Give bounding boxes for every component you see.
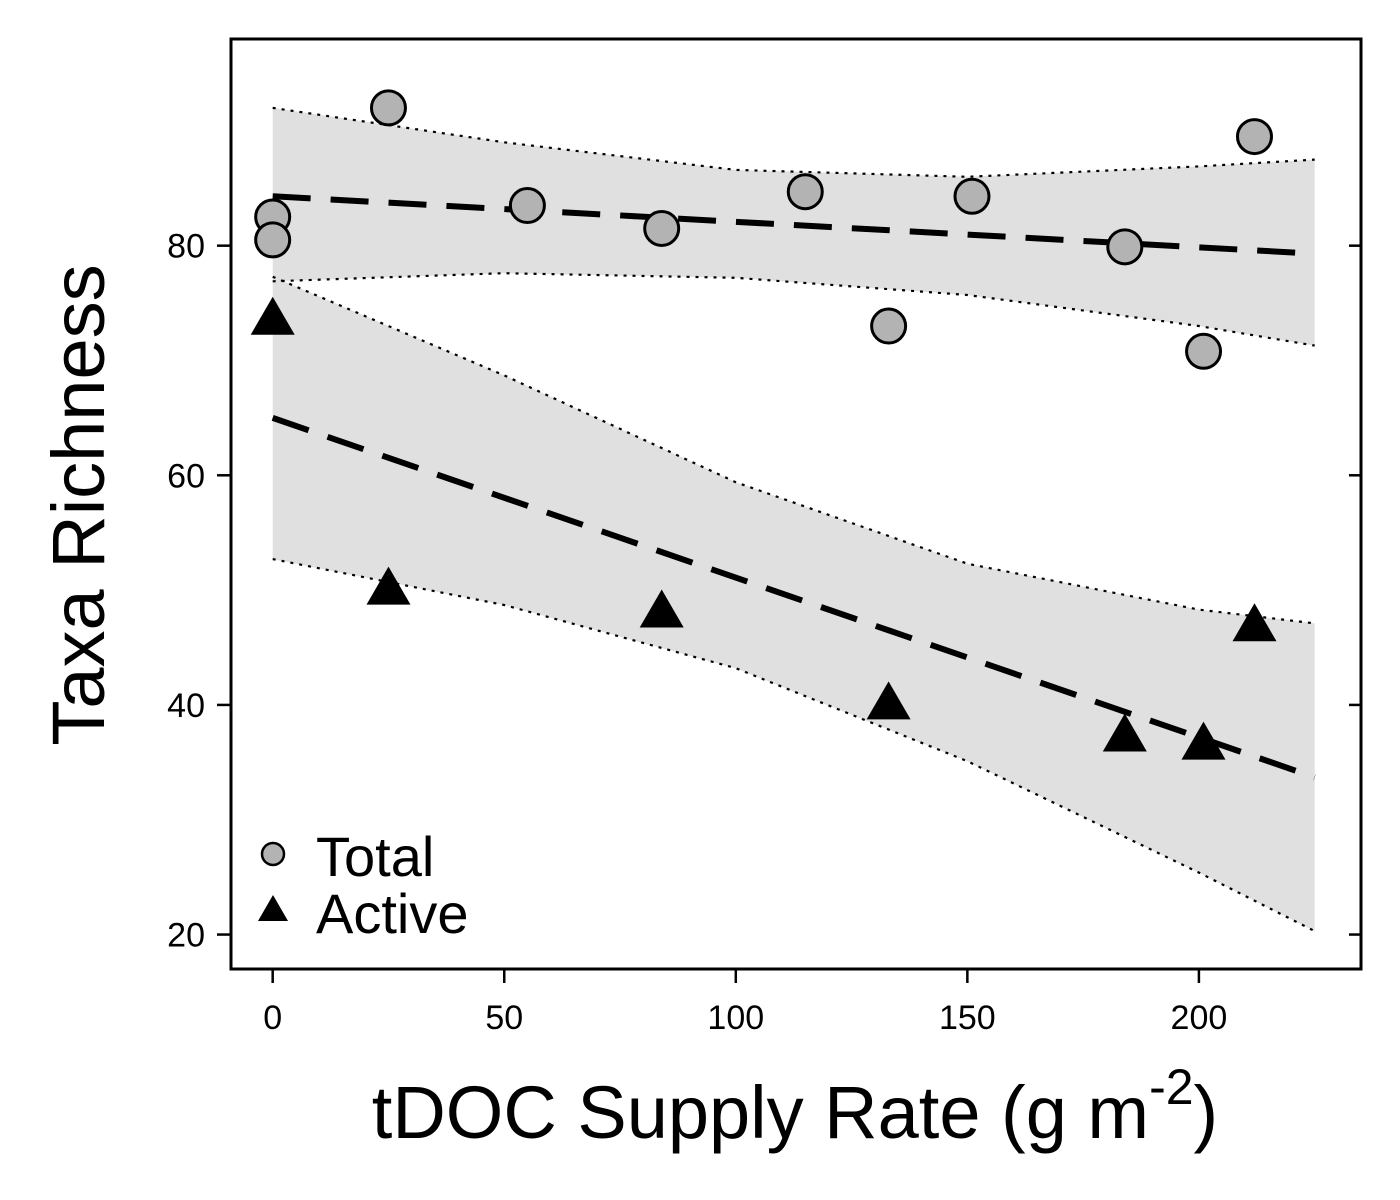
active-point [866,681,911,720]
total-point [254,221,292,259]
total-point [508,186,546,224]
legend-total-label: Total [316,825,434,888]
y-tick-label: 40 [167,687,205,725]
legend-active-marker [258,895,288,921]
total-confidence-band [272,107,1315,346]
confidence-bound-lines [272,106,1316,933]
x-axis-title-superscript: -2 [1149,1059,1193,1115]
x-tick-label: 200 [1171,999,1228,1037]
active-upper-bound [272,275,1315,625]
y-tick-label: 20 [167,917,205,955]
x-axis-title-close: ) [1194,1071,1219,1154]
legend-active-label: Active [316,882,469,945]
legend: Total Active [258,825,469,945]
total-point [369,89,407,127]
total-point [786,173,824,211]
x-tick-label: 50 [485,999,523,1037]
y-axis: 20 40 60 80 [167,228,1361,955]
total-point [643,209,681,247]
confidence-bands [272,107,1315,932]
active-point [250,296,295,335]
y-tick-label: 60 [167,457,205,495]
plot-frame [229,37,1363,971]
x-axis-title: tDOC Supply Rate (g m-2) [372,1059,1218,1154]
active-point [1102,713,1147,752]
total-point [1185,332,1223,370]
total-point [870,307,908,345]
active-point [366,566,411,605]
active-point [639,589,684,628]
total-point [953,177,991,215]
legend-total-marker [260,841,286,867]
active-confidence-band [272,276,1315,932]
data-points [250,89,1277,760]
y-tick-label: 80 [167,228,205,266]
x-axis-title-main: tDOC Supply Rate (g m [372,1071,1149,1154]
active-point [1232,603,1277,642]
x-axis: 0 50 100 150 200 [263,969,1227,1037]
fit-lines [271,193,1316,781]
active-fit-line [271,415,1316,781]
total-point [1106,228,1144,266]
y-axis-title: Taxa Richness [37,264,120,745]
total-point [1235,118,1273,156]
x-tick-label: 0 [263,999,282,1037]
x-tick-label: 100 [707,999,764,1037]
x-tick-label: 150 [939,999,996,1037]
active-point [1181,721,1226,760]
